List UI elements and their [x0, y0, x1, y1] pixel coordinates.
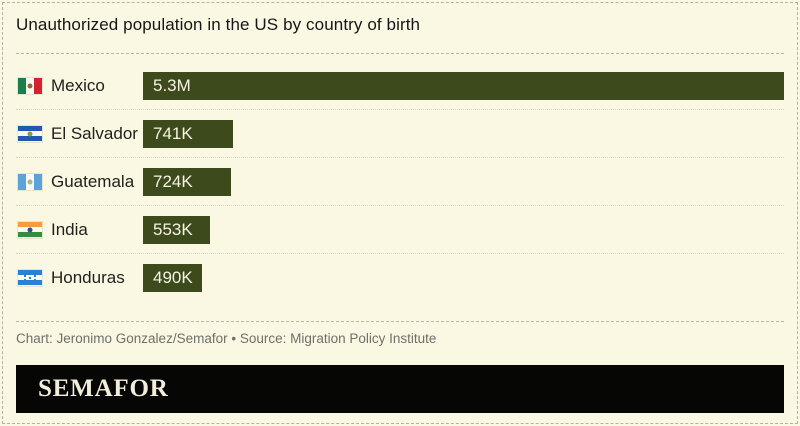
row-label-area: Honduras	[16, 268, 143, 288]
title-separator	[16, 53, 784, 54]
chart-row-mexico: Mexico 5.3M	[16, 62, 784, 110]
country-label: Mexico	[51, 75, 105, 95]
el-salvador-flag-icon	[18, 125, 42, 142]
bar-track: 724K	[143, 167, 784, 196]
chart-row-el-salvador: El Salvador 741K	[16, 110, 784, 158]
chart-credit: Chart: Jeronimo Gonzalez/Semafor • Sourc…	[16, 331, 437, 346]
row-label-area: India	[16, 220, 143, 240]
bar-value-label: 5.3M	[153, 75, 191, 95]
india-flag-icon	[18, 221, 42, 238]
bar-value-label: 490K	[153, 267, 193, 287]
bar-track: 741K	[143, 119, 784, 148]
bar-india: 553K	[143, 215, 210, 244]
bar-value-label: 724K	[153, 171, 193, 191]
brand-bar: SEMAFOR	[16, 365, 784, 413]
row-label-area: Guatemala	[16, 172, 143, 192]
bar-track: 5.3M	[143, 71, 784, 100]
chart-row-guatemala: Guatemala 724K	[16, 158, 784, 206]
mexico-flag-icon	[18, 77, 42, 94]
country-label: El Salvador	[51, 123, 138, 143]
chart-title: Unauthorized population in the US by cou…	[16, 15, 421, 34]
country-label: India	[51, 219, 88, 239]
footer-separator	[16, 321, 784, 322]
country-label: Guatemala	[51, 171, 135, 191]
bar-value-label: 553K	[153, 219, 193, 239]
chart-row-honduras: Honduras 490K	[16, 254, 784, 301]
row-label-area: El Salvador	[16, 124, 143, 144]
bar-rows: Mexico 5.3M El Salvador 741K	[16, 62, 784, 301]
bar-value-label: 741K	[153, 123, 193, 143]
country-label: Honduras	[51, 267, 125, 287]
bar-el-salvador: 741K	[143, 119, 233, 148]
bar-guatemala: 724K	[143, 167, 231, 196]
bar-honduras: 490K	[143, 263, 203, 292]
row-label-area: Mexico	[16, 76, 143, 96]
bar-track: 553K	[143, 215, 784, 244]
bar-mexico: 5.3M	[143, 71, 784, 100]
guatemala-flag-icon	[18, 173, 42, 190]
semafor-logo: SEMAFOR	[38, 375, 169, 402]
chart-row-india: India 553K	[16, 206, 784, 254]
bar-track: 490K	[143, 263, 784, 292]
honduras-flag-icon	[18, 269, 42, 286]
